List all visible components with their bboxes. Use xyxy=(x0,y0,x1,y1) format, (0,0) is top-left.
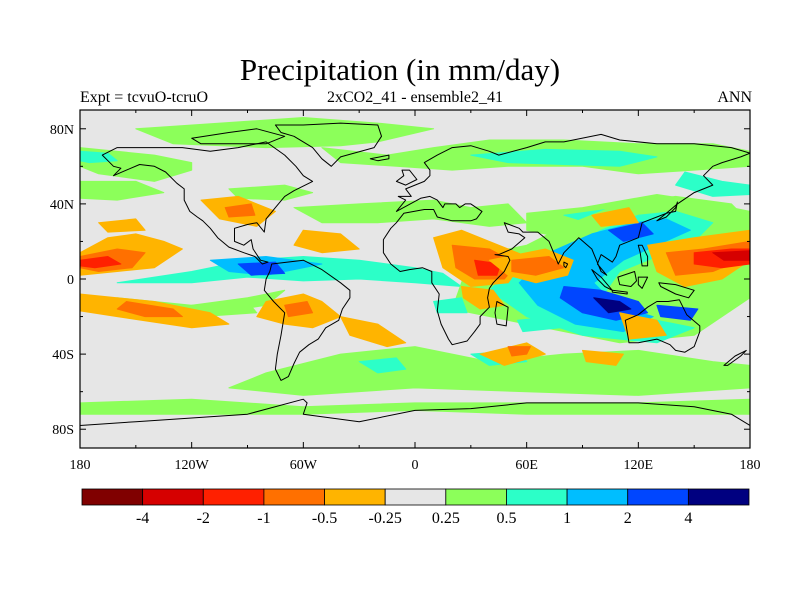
anomaly-region xyxy=(358,263,416,278)
colorbar: -4 -2 -1 -0.5 -0.25 0.25 0.5 1 2 4 xyxy=(81,488,750,527)
colorbar-swatch xyxy=(566,488,629,506)
anomaly-region xyxy=(656,304,699,321)
anomaly-region xyxy=(224,203,256,218)
colorbar-label: -0.25 xyxy=(369,510,402,527)
ensemble-label: 2xCO2_41 - ensemble2_41 xyxy=(327,89,503,106)
x-tick-label: 180 xyxy=(70,458,91,473)
anomaly-region xyxy=(675,171,750,197)
anomaly-region xyxy=(237,261,286,276)
x-tick-label: 0 xyxy=(412,458,419,473)
anomaly-region xyxy=(80,150,118,164)
colorbar-swatch xyxy=(506,488,568,506)
x-tick-label: 180 xyxy=(740,458,761,473)
y-tick-label: 80N xyxy=(50,123,74,138)
anomaly-region xyxy=(507,346,531,357)
anomaly-region xyxy=(461,286,505,310)
colorbar-label: 1 xyxy=(563,510,571,527)
colorbar-label: -4 xyxy=(136,510,149,527)
colorbar-label: 0.25 xyxy=(432,510,460,527)
colorbar-label: 2 xyxy=(624,510,632,527)
coastline xyxy=(494,301,509,327)
map-title: Precipitation (in mm/day) xyxy=(239,52,561,87)
coastline xyxy=(591,269,613,291)
colorbar-label: -0.5 xyxy=(312,510,337,527)
coastline xyxy=(563,261,569,269)
coastline xyxy=(191,128,286,145)
coastline xyxy=(624,299,701,353)
anomaly-region xyxy=(591,207,639,227)
coastline xyxy=(723,349,747,366)
anomaly-region xyxy=(284,301,314,318)
coastline xyxy=(617,271,637,287)
coastline xyxy=(369,154,390,162)
y-tick-label: 40S xyxy=(52,348,74,363)
colorbar-swatch xyxy=(263,488,325,506)
anomaly-region xyxy=(80,256,122,269)
coastline xyxy=(80,398,750,448)
anomaly-region xyxy=(608,222,654,242)
anomaly-contours xyxy=(80,117,750,415)
coastline xyxy=(656,201,678,222)
anomaly-region xyxy=(293,229,360,254)
x-tick-label: 120E xyxy=(624,458,654,473)
anomaly-region xyxy=(593,297,632,314)
y-tick-label: 80S xyxy=(52,423,74,438)
coastlines xyxy=(80,122,750,448)
anomaly-region xyxy=(582,349,624,366)
anomaly-region xyxy=(516,316,561,333)
anomaly-region xyxy=(340,316,407,348)
colorbar-swatch xyxy=(81,488,144,506)
y-tick-label: 0 xyxy=(67,273,74,288)
colorbar-swatch xyxy=(627,488,689,506)
y-tick-label: 40N xyxy=(50,198,74,213)
anomaly-region xyxy=(470,148,658,167)
colorbar-swatch xyxy=(324,488,386,506)
anomaly-region xyxy=(98,218,146,233)
experiment-label: Expt = tcvuO-tcruO xyxy=(80,89,209,106)
colorbar-label: 4 xyxy=(684,510,692,527)
colorbar-swatch xyxy=(687,488,750,506)
anomaly-region xyxy=(511,256,565,276)
coastline xyxy=(101,141,314,265)
colorbar-swatch xyxy=(202,488,265,506)
colorbar-label: -2 xyxy=(197,510,210,527)
colorbar-label: -1 xyxy=(257,510,270,527)
anomaly-region xyxy=(116,301,183,318)
x-tick-label: 120W xyxy=(175,458,210,473)
colorbar-swatch xyxy=(142,488,204,506)
anomaly-region xyxy=(619,312,667,340)
coastline xyxy=(274,122,382,167)
anomaly-region xyxy=(358,357,407,374)
colorbar-swatch xyxy=(384,488,447,506)
anomaly-region xyxy=(433,297,468,314)
coastline xyxy=(395,169,418,186)
x-tick-label: 60E xyxy=(515,458,538,473)
x-tick-label: 60W xyxy=(290,458,318,473)
colorbar-label: 0.5 xyxy=(496,510,516,527)
axes: 180 120W 60W 0 60E 120E 180 80N 40N 0 40S 80S xyxy=(50,110,761,473)
coastline xyxy=(658,282,695,299)
anomaly-region xyxy=(712,250,750,261)
coastline xyxy=(263,259,351,381)
anomaly-region xyxy=(80,180,165,201)
coastline xyxy=(611,289,628,295)
colorbar-swatch xyxy=(445,488,507,506)
coastline xyxy=(637,276,649,289)
coastline xyxy=(637,244,649,267)
season-label: ANN xyxy=(717,89,752,106)
coastline xyxy=(382,133,750,346)
